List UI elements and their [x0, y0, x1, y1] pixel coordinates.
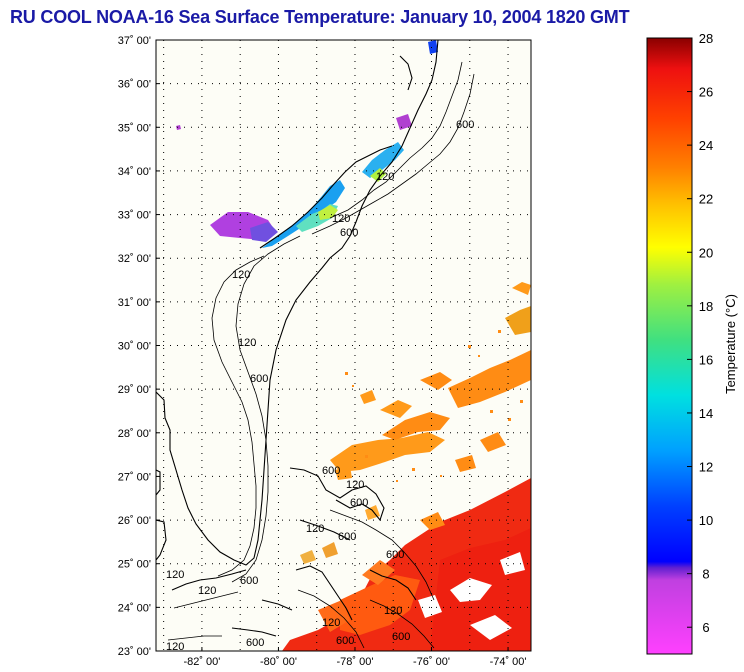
- contour-label-group: 600 120 120 600 120 120 600 600 120 600 …: [166, 119, 474, 653]
- latitude-tick-label: 25˚ 00': [118, 559, 151, 571]
- longitude-tick-label: -82˚ 00': [183, 656, 220, 668]
- contour-label: 600: [246, 637, 264, 649]
- longitude-axis: -82˚ 00' -80˚ 00' -78˚ 00' -76˚ 00' -74˚ 00': [183, 647, 527, 668]
- colorbar-tick-label: 10: [699, 513, 713, 528]
- colorbar: 6 8 10 12 14 16 18 20 22 24 26 28 Temperature (°C): [646, 31, 738, 655]
- latitude-tick-label: 31˚ 00': [118, 297, 151, 309]
- colorbar-ticks: 6 8 10 12 14 16 18 20 22 24 26 28: [687, 31, 713, 635]
- colorbar-tick-label: 22: [699, 192, 713, 207]
- latitude-tick-label: 35˚ 00': [118, 122, 151, 134]
- colorbar-tick-label: 20: [699, 245, 713, 260]
- contour-label: 600: [338, 531, 356, 543]
- contour-label: 600: [240, 575, 258, 587]
- contour-label: 600: [392, 631, 410, 643]
- contour-label: 600: [350, 497, 368, 509]
- colorbar-tick-label: 18: [699, 299, 713, 314]
- coastline: [156, 40, 439, 637]
- colorbar-tick-label: 14: [699, 406, 713, 421]
- latitude-tick-label: 24˚ 00': [118, 602, 151, 614]
- sst-cool-patches: [176, 40, 438, 248]
- contour-label: 120: [232, 269, 250, 281]
- colorbar-tick-label: 28: [699, 31, 713, 46]
- longitude-tick-label: -78˚ 00': [337, 656, 374, 668]
- contour-label: 600: [456, 119, 474, 131]
- sst-warm-region: [282, 478, 531, 651]
- latitude-tick-label: 36˚ 00': [118, 79, 151, 91]
- contour-label: 120: [166, 569, 184, 581]
- latitude-tick-label: 33˚ 00': [118, 210, 151, 222]
- contour-label: 120: [166, 641, 184, 653]
- longitude-tick-label: -80˚ 00': [260, 656, 297, 668]
- colorbar-tick-label: 6: [702, 620, 709, 635]
- latitude-axis: 23˚ 00' 24˚ 00' 25˚ 00' 26˚ 00' 27˚ 00' 28˚ 0…: [118, 35, 160, 658]
- latitude-tick-label: 34˚ 00': [118, 166, 151, 178]
- colorbar-tick-label: 12: [699, 460, 713, 475]
- contour-label: 600: [336, 635, 354, 647]
- latitude-tick-label: 23˚ 00': [118, 646, 151, 658]
- contour-label: 120: [376, 171, 394, 183]
- latitude-tick-label: 27˚ 00': [118, 471, 151, 483]
- latitude-tick-label: 32˚ 00': [118, 253, 151, 265]
- contour-label: 120: [198, 585, 216, 597]
- colorbar-tick-label: 8: [702, 567, 709, 582]
- isobath-contours: [167, 61, 475, 649]
- longitude-tick-label: -74˚ 00': [490, 656, 527, 668]
- contour-label: 600: [322, 465, 340, 477]
- colorbar-ramp: [646, 37, 693, 655]
- contour-label: 120: [384, 605, 402, 617]
- contour-label: 600: [386, 549, 404, 561]
- colorbar-tick-label: 26: [699, 85, 713, 100]
- latitude-tick-label: 29˚ 00': [118, 384, 151, 396]
- colorbar-tick-label: 24: [699, 138, 713, 153]
- contour-label: 600: [250, 373, 268, 385]
- colorbar-label: Temperature (°C): [723, 294, 738, 394]
- contour-label: 120: [322, 617, 340, 629]
- longitude-tick-label: -76˚ 00': [413, 656, 450, 668]
- map-title: RU COOL NOAA-16 Sea Surface Temperature:…: [10, 7, 630, 27]
- sst-speckles: [345, 330, 523, 482]
- sst-orange-patches: [300, 282, 531, 564]
- colorbar-tick-label: 16: [699, 352, 713, 367]
- contour-label: 120: [306, 523, 324, 535]
- contour-label: 600: [340, 227, 358, 239]
- latitude-tick-label: 26˚ 00': [118, 515, 151, 527]
- contour-label: 120: [346, 479, 364, 491]
- latitude-tick-label: 37˚ 00': [118, 35, 151, 47]
- contour-label: 120: [332, 213, 350, 225]
- contour-label: 120: [238, 337, 256, 349]
- latitude-tick-label: 30˚ 00': [118, 341, 151, 353]
- latitude-tick-label: 28˚ 00': [118, 428, 151, 440]
